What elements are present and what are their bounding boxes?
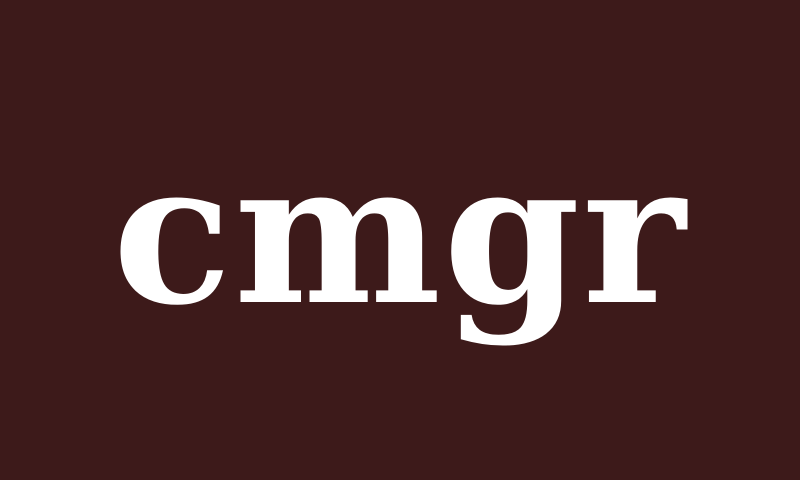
banner-canvas: cmgr (0, 0, 800, 480)
wordmark-text: cmgr (112, 119, 688, 349)
